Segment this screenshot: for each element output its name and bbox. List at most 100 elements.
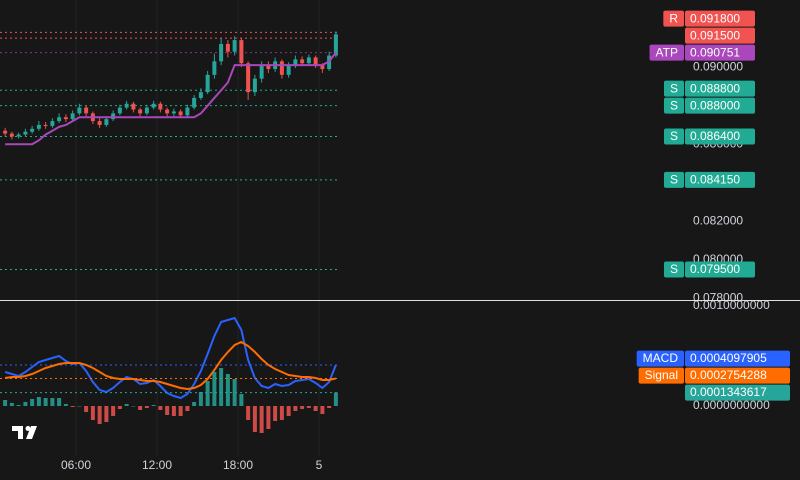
histogram-bar — [144, 406, 149, 408]
histogram-bar — [104, 406, 109, 422]
grid-layer — [75, 0, 320, 455]
price-badge-text: 0.086400 — [690, 129, 740, 143]
price-badge — [685, 128, 755, 145]
badge-tag-text: ATP — [656, 45, 678, 59]
histogram-bar — [259, 406, 264, 433]
histogram-bar — [232, 379, 237, 406]
candle-body — [30, 128, 35, 132]
badge-tag-text: S — [670, 173, 678, 187]
price-badge-text: 0.0001343617 — [690, 385, 767, 399]
candle-body — [165, 109, 170, 114]
badge-tag-text: S — [670, 81, 678, 95]
histogram-bar — [219, 368, 224, 406]
candle-body — [104, 119, 109, 125]
histogram-bar — [57, 398, 62, 406]
candle-body — [151, 103, 156, 108]
candle-body — [300, 59, 305, 64]
badge-tag — [663, 171, 684, 188]
candle-body — [77, 107, 82, 114]
histogram-bar — [16, 405, 21, 406]
atp-line — [5, 52, 337, 146]
x-tick-label: 06:00 — [61, 458, 91, 472]
price-badge — [685, 44, 755, 61]
price-badge-text: 0.091800 — [690, 11, 740, 25]
candle-body — [185, 107, 190, 116]
histogram-bar — [50, 398, 55, 406]
histogram-bar — [165, 406, 170, 415]
candle-body — [178, 111, 183, 116]
price-badge — [685, 10, 755, 27]
candle-body — [232, 40, 237, 52]
price-badge-text: 0.0002754288 — [690, 368, 767, 382]
x-tick-label: 5 — [316, 458, 323, 472]
y-tick-label: 0.078000 — [693, 291, 743, 305]
histogram-bar — [84, 406, 89, 412]
badge-tag-text: S — [670, 98, 678, 112]
histogram-bar — [3, 400, 8, 406]
logo-dot — [25, 426, 31, 431]
badge-tag-text: MACD — [643, 351, 679, 365]
candle-body — [3, 130, 8, 134]
histogram-bar — [320, 406, 325, 414]
badge-tag-text: S — [670, 262, 678, 276]
labels-layer: 06:00 12:00 18:00 50.0780000.0800000.082000… — [61, 10, 790, 472]
candle-body — [117, 107, 122, 114]
candle-body — [212, 61, 217, 75]
histogram-bar — [171, 406, 176, 416]
histogram-bar — [333, 392, 338, 406]
candle-body — [23, 131, 28, 135]
histogram-bar — [313, 406, 318, 411]
histogram-bar — [138, 406, 143, 410]
x-tick-label: 12:00 — [142, 458, 172, 472]
candle-body — [57, 117, 62, 122]
candle-body — [313, 57, 318, 66]
histogram-bar — [225, 374, 230, 406]
candle-body — [50, 121, 55, 126]
candle-body — [144, 107, 149, 114]
histogram-bar — [43, 398, 48, 406]
candle-body — [225, 43, 230, 52]
badge-tag — [649, 44, 684, 61]
candle-body — [63, 117, 68, 120]
price-badge-text: 0.079500 — [690, 262, 740, 276]
histogram-bar — [300, 406, 305, 409]
histogram-bar — [36, 397, 41, 406]
histogram-bar — [279, 406, 284, 420]
badge-tag-text: Signal — [645, 368, 678, 382]
price-badge-text: 0.088800 — [690, 81, 740, 95]
histogram-bar — [286, 406, 291, 416]
price-badge — [685, 27, 755, 44]
price-badge-text: 0.084150 — [690, 173, 740, 187]
badge-tag — [663, 97, 684, 114]
candle-body — [97, 121, 102, 125]
histogram-bar — [158, 406, 163, 410]
histogram-bar — [327, 406, 332, 408]
price-badge — [685, 80, 755, 97]
candle-body — [239, 40, 244, 64]
candle-body — [9, 133, 14, 137]
candle-body — [124, 103, 129, 108]
badge-tag — [663, 261, 684, 278]
histogram-bar — [90, 406, 95, 420]
histogram-bar — [266, 406, 271, 429]
price-badge — [685, 171, 755, 188]
badge-tag — [663, 10, 684, 27]
candle-body — [293, 59, 298, 66]
histogram-bar — [239, 394, 244, 406]
candle-body — [286, 65, 291, 75]
candle-body — [131, 103, 136, 110]
logo-v — [26, 426, 37, 439]
logo — [12, 426, 37, 439]
histogram-bar — [77, 406, 82, 407]
histogram-bar — [30, 399, 35, 406]
candle-body — [171, 111, 176, 114]
histogram-bar — [273, 406, 278, 421]
price-badge — [685, 384, 790, 401]
marks-layer — [0, 31, 340, 433]
histogram-bar — [70, 406, 75, 407]
price-badge-text: 0.088000 — [690, 98, 740, 112]
histogram-bar — [212, 372, 217, 406]
price-badge-text: 0.0004097905 — [690, 351, 767, 365]
badge-tag — [636, 350, 684, 367]
